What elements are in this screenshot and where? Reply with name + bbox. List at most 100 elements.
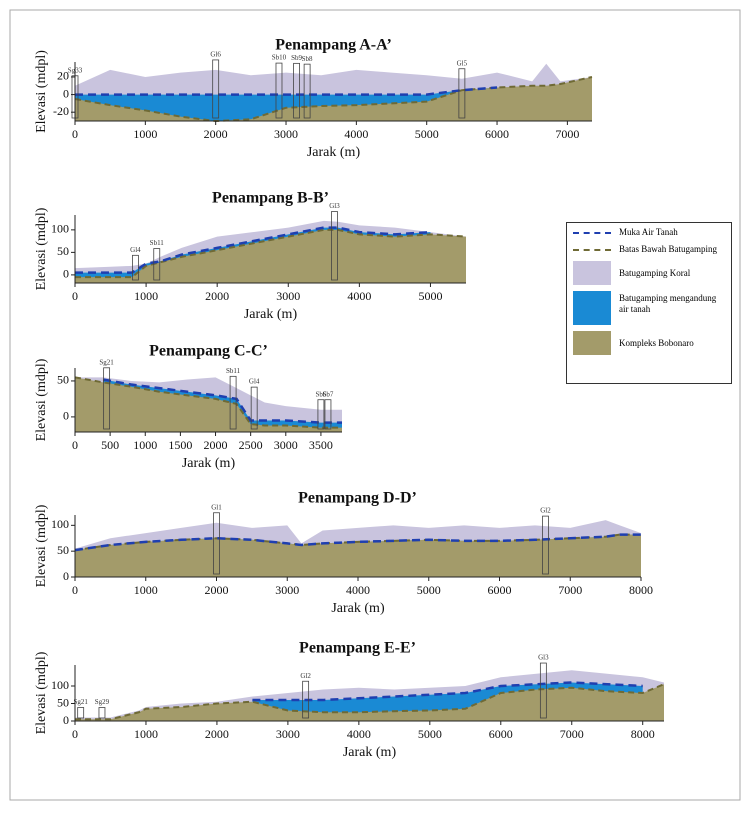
x-tick-label: 6000 (488, 583, 512, 597)
x-tick-label: 1000 (134, 583, 158, 597)
x-tick-label: 8000 (629, 583, 653, 597)
well-label: Sg29 (95, 698, 110, 706)
figure: Sg33Gl6Sb10Sb9Sb8Gl501000200030004000500… (0, 0, 750, 814)
x-tick-label: 4000 (347, 727, 371, 741)
x-tick-label: 5000 (418, 727, 442, 741)
y-axis-label: Elevasi (mdpl) (34, 50, 49, 133)
section-title: Penampang C-C’ (149, 343, 268, 360)
well-label: Gl5 (457, 59, 468, 67)
y-tick-label: 0 (63, 409, 69, 423)
y-tick-label: 50 (57, 543, 69, 557)
x-tick-label: 3000 (275, 583, 299, 597)
well-label: Gl6 (210, 51, 221, 59)
well-label: Gl4 (249, 378, 260, 386)
x-tick-label: 4000 (347, 289, 371, 303)
x-axis-label: Jarak (m) (182, 456, 236, 471)
x-tick-label: 1500 (168, 438, 192, 452)
y-tick-label: 0 (63, 569, 69, 583)
legend-label: Kompleks Bobonaro (619, 338, 719, 349)
chart: Sg33Gl6Sb10Sb9Sb8Gl501000200030004000500… (0, 0, 750, 814)
well-label: Sg21 (73, 698, 88, 706)
legend-key (573, 331, 611, 355)
x-tick-label: 6000 (489, 727, 513, 741)
x-tick-label: 2000 (205, 289, 229, 303)
x-tick-label: 6000 (485, 127, 509, 141)
y-tick-label: -20 (53, 104, 69, 118)
legend-key (573, 261, 611, 285)
x-axis-label: Jarak (m) (343, 745, 397, 760)
well-label: Sg21 (99, 358, 114, 366)
well-label: Gl3 (329, 202, 340, 210)
x-tick-label: 0 (72, 438, 78, 452)
well-label: Gl1 (211, 503, 222, 511)
legend-entry: Batugamping Koral (573, 261, 725, 285)
legend-entry: Muka Air Tanah (573, 227, 725, 238)
legend-entry: Batas Bawah Batugamping (573, 244, 725, 255)
legend-label: Muka Air Tanah (619, 227, 719, 238)
y-tick-label: 50 (57, 373, 69, 387)
x-tick-label: 5000 (415, 127, 439, 141)
well (99, 708, 105, 719)
well-label: Sb11 (150, 239, 165, 247)
x-tick-label: 5000 (418, 289, 442, 303)
x-tick-label: 2000 (204, 127, 228, 141)
section-title: Penampang D-D’ (298, 490, 417, 507)
section-title: Penampang B-B’ (212, 190, 329, 207)
x-tick-label: 3000 (274, 438, 298, 452)
x-tick-label: 500 (101, 438, 119, 452)
legend-entry: Batugamping mengandung air tanah (573, 291, 725, 325)
legend-key (573, 232, 611, 234)
x-axis-label: Jarak (m) (244, 307, 298, 322)
x-tick-label: 3000 (276, 727, 300, 741)
well-label: Sb11 (226, 367, 241, 375)
y-tick-label: 50 (57, 244, 69, 258)
x-tick-label: 1000 (133, 127, 157, 141)
x-tick-label: 7000 (555, 127, 579, 141)
legend-label: Batugamping mengandung air tanah (619, 293, 719, 315)
section-title: Penampang A-A’ (275, 37, 392, 54)
x-tick-label: 2000 (205, 583, 229, 597)
x-tick-label: 7000 (558, 583, 582, 597)
y-tick-label: 20 (57, 69, 69, 83)
legend-key (573, 249, 611, 251)
y-axis-label: Elevasi (mdpl) (34, 504, 49, 587)
y-axis-label: Elevasi (mdpl) (34, 651, 49, 734)
well (78, 708, 84, 719)
x-tick-label: 0 (72, 289, 78, 303)
x-tick-label: 2000 (205, 727, 229, 741)
x-tick-label: 0 (72, 127, 78, 141)
y-axis-label: Elevasi (mdpl) (34, 207, 49, 290)
x-tick-label: 3500 (309, 438, 333, 452)
x-tick-label: 8000 (631, 727, 655, 741)
x-tick-label: 1000 (134, 289, 158, 303)
x-tick-label: 2500 (239, 438, 263, 452)
well-label: Sb7 (322, 390, 333, 398)
x-tick-label: 2000 (204, 438, 228, 452)
well-label: Sb8 (302, 55, 313, 63)
legend-entry: Kompleks Bobonaro (573, 331, 725, 355)
x-axis-label: Jarak (m) (331, 601, 385, 616)
well-label: Sb10 (272, 54, 287, 62)
y-tick-label: 100 (51, 222, 69, 236)
x-tick-label: 4000 (346, 583, 370, 597)
well-label: Gl2 (540, 507, 551, 515)
x-tick-label: 5000 (417, 583, 441, 597)
y-tick-label: 0 (63, 713, 69, 727)
x-axis-label: Jarak (m) (307, 145, 361, 160)
x-tick-label: 7000 (560, 727, 584, 741)
well-label: Gl4 (130, 246, 141, 254)
well-label: Gl2 (300, 672, 311, 680)
x-tick-label: 4000 (344, 127, 368, 141)
legend-key (573, 291, 611, 325)
section-title: Penampang E-E’ (299, 640, 416, 657)
y-tick-label: 0 (63, 86, 69, 100)
y-tick-label: 100 (51, 517, 69, 531)
legend-label: Batas Bawah Batugamping (619, 244, 719, 255)
y-tick-label: 100 (51, 678, 69, 692)
well-label: Gl3 (538, 654, 549, 662)
y-axis-label: Elevasi (mdpl) (34, 358, 49, 441)
x-tick-label: 0 (72, 583, 78, 597)
y-tick-label: 50 (57, 695, 69, 709)
legend: Muka Air Tanah Batas Bawah Batugamping Bat… (566, 222, 732, 384)
legend-label: Batugamping Koral (619, 268, 719, 279)
